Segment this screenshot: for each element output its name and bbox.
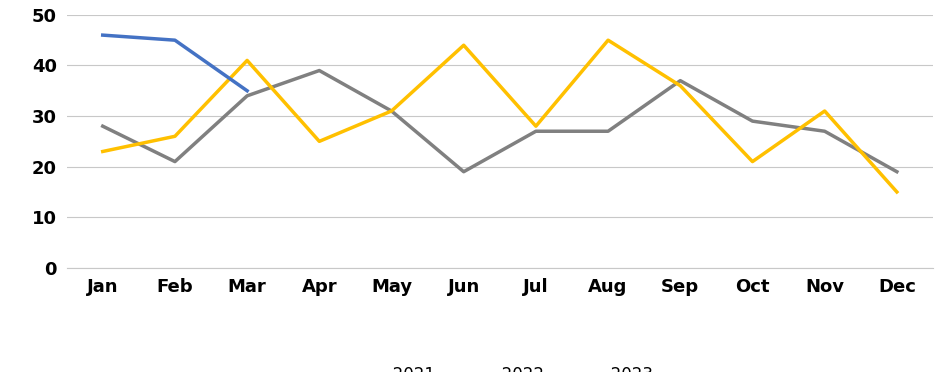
- Legend: —2021, —2022, —2023: —2021, —2022, —2023: [340, 360, 660, 372]
